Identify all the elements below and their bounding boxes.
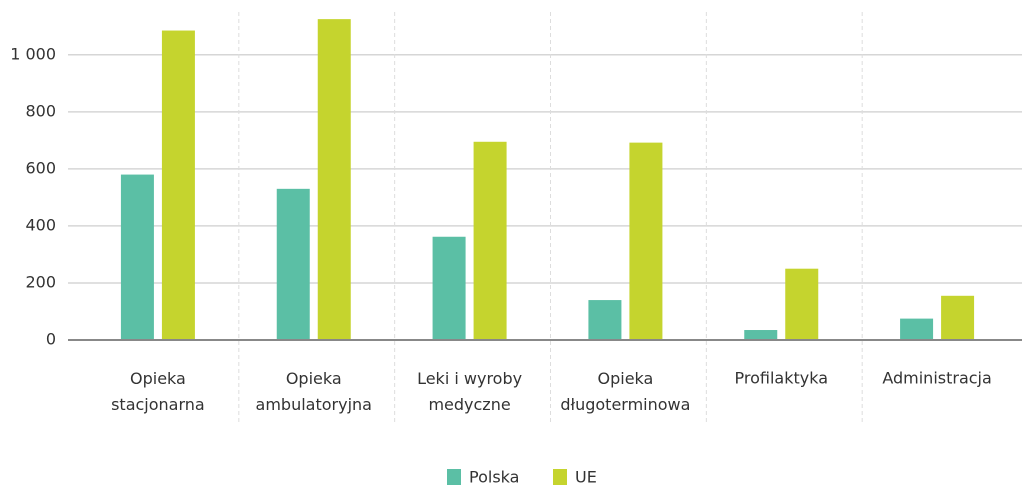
x-tick-label: Opieka stacjonarna bbox=[111, 369, 205, 414]
y-tick-label: 400 bbox=[25, 215, 56, 234]
bar bbox=[588, 300, 622, 340]
x-tick-label: Opieka długoterminowa bbox=[560, 369, 690, 414]
y-tick-label: 1 000 bbox=[10, 44, 56, 63]
legend-label: UE bbox=[575, 468, 597, 487]
legend-label: Polska bbox=[469, 468, 519, 487]
legend-swatch bbox=[447, 469, 461, 485]
y-tick-label: 200 bbox=[25, 272, 56, 291]
x-tick-label: Opieka ambulatoryjna bbox=[256, 369, 372, 414]
bar bbox=[900, 318, 934, 340]
bar bbox=[161, 30, 195, 341]
bar bbox=[317, 19, 351, 341]
y-tick-label: 800 bbox=[25, 101, 56, 120]
bar bbox=[432, 236, 466, 340]
bar bbox=[941, 295, 975, 340]
y-tick-label: 0 bbox=[46, 330, 56, 349]
bar bbox=[744, 330, 778, 340]
legend-swatch bbox=[553, 469, 567, 485]
x-tick-label: Profilaktyka bbox=[734, 369, 828, 388]
x-tick-label: Leki i wyroby medyczne bbox=[417, 369, 522, 414]
bar bbox=[785, 268, 819, 340]
y-tick-label: 600 bbox=[25, 158, 56, 177]
bar bbox=[629, 142, 663, 340]
bar bbox=[473, 141, 507, 340]
x-tick-label: Administracja bbox=[882, 369, 991, 388]
bar bbox=[120, 174, 154, 340]
bar bbox=[276, 188, 310, 340]
